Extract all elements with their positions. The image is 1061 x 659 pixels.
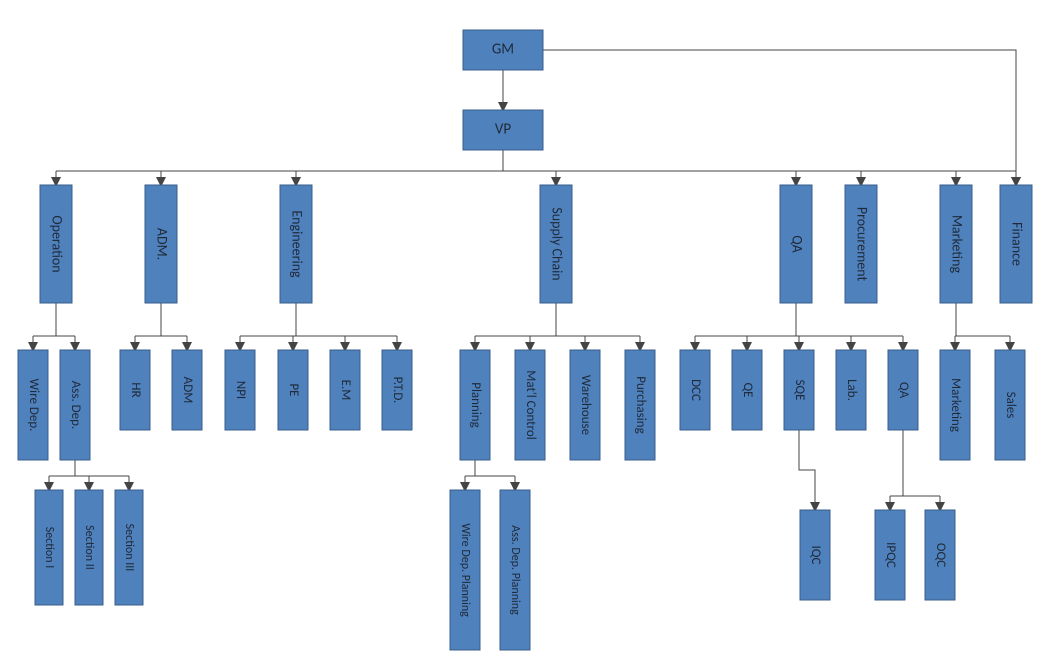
node-label: QA [896,382,911,399]
node-gm: GM [463,30,543,70]
node-assdep: Ass. Dep. [60,350,90,460]
node-mkt_sub: Marketing [940,350,970,460]
node-npi: NPI [225,350,255,430]
node-iqc: IQC [800,510,830,600]
node-em: E.M [330,350,360,430]
node-label: Sales [1003,392,1018,419]
node-label: ADM. [154,228,171,260]
node-wiredep: Wire Dep. [18,350,48,460]
node-label: Mat'l Control [523,370,538,439]
node-label: QE [740,382,755,397]
node-label: Warehouse [578,375,593,435]
node-label: Section I [42,527,56,569]
node-label: Planning [468,382,483,428]
node-label: Wire Dep. Planning [458,523,472,617]
node-label: ADM [180,377,195,404]
org-chart: GM VP Operation ADM. Engineering Supply Chain… [0,0,1061,659]
node-ipqc: IPQC [875,510,905,600]
node-pe: PE [278,350,308,430]
node-label: Ass. Dep. [68,381,83,430]
node-finance: Finance [1000,185,1032,303]
node-label: OQC [933,543,948,567]
node-supply: Supply Chain [540,185,572,303]
node-dcc: DCC [680,350,710,430]
nodes: GM VP Operation ADM. Engineering Supply Chain… [18,30,1032,650]
node-operation: Operation [40,185,72,303]
node-oqc: OQC [925,510,955,600]
node-label: IPQC [883,542,898,568]
node-sec1: Section I [35,490,63,605]
node-label: Procurement [854,207,871,282]
node-label: Ass. Dep. Planning [508,525,522,615]
node-sec3: Section III [115,490,143,605]
node-label: Marketing [949,215,966,274]
node-proc: Procurement [845,185,877,303]
node-qe: QE [732,350,762,430]
node-label: DCC [688,379,703,401]
node-sec2: Section II [75,490,103,605]
node-label: P.T.D. [390,377,405,404]
node-qa_sub: QA [888,350,918,430]
node-marketing: Marketing [940,185,972,303]
node-adplan: Ass. Dep. Planning [500,490,530,650]
node-adm_dept: ADM. [145,185,177,303]
node-qa_dept: QA [780,185,812,303]
node-planning: Planning [460,350,490,460]
node-lab: Lab. [836,350,866,430]
node-label: QA [789,235,806,253]
node-label: Operation [49,215,66,272]
node-label: Section III [122,524,136,572]
node-label: GM [492,41,514,59]
node-vp: VP [463,110,543,150]
node-label: Marketing [948,378,963,432]
node-label: Lab. [844,379,859,401]
node-label: Engineering [289,210,306,278]
node-label: HR [128,382,143,397]
node-matctrl: Mat'l Control [515,350,545,460]
node-label: Purchasing [633,376,648,433]
node-label: IQC [808,546,823,565]
node-label: SQE [792,379,807,400]
node-label: VP [495,121,512,139]
node-label: PE [286,383,301,396]
node-eng: Engineering [280,185,312,303]
node-hr: HR [120,350,150,430]
node-label: Wire Dep. [26,379,41,432]
node-label: E.M [338,380,353,401]
node-purchasing: Purchasing [625,350,655,460]
node-label: Finance [1009,222,1026,266]
node-ptd: P.T.D. [382,350,412,430]
node-label: Supply Chain [549,207,566,280]
node-label: NPI [233,381,248,399]
node-warehouse: Warehouse [570,350,600,460]
node-adm_sub: ADM [172,350,202,430]
node-sqe: SQE [784,350,814,430]
node-wdplan: Wire Dep. Planning [450,490,480,650]
node-sales: Sales [995,350,1025,460]
node-label: Section II [82,525,96,570]
